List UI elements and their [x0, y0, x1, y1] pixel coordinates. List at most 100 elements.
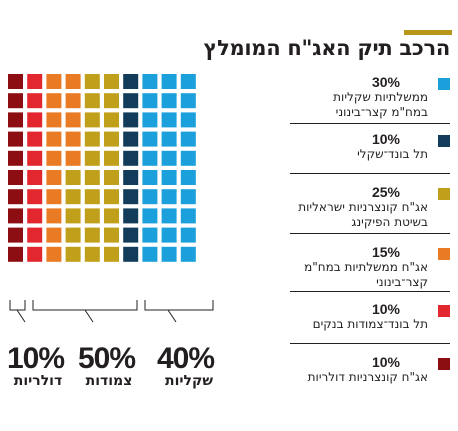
waffle-cell — [84, 170, 100, 185]
waffle-cell — [27, 189, 43, 205]
waffle-cell — [123, 131, 139, 147]
waffle-cell — [180, 208, 196, 224]
waffle-cell — [123, 112, 139, 128]
legend-divider — [290, 123, 450, 124]
waffle-cell — [161, 93, 177, 109]
title-accent-bar — [404, 30, 452, 35]
chart-title: הרכב תיק האג"ח המומלץ — [203, 36, 451, 60]
legend-swatch — [438, 78, 450, 90]
waffle-cell — [180, 227, 196, 243]
legend-desc-line1: ממשלתיות שקליות — [333, 90, 428, 104]
waffle-cell — [104, 74, 119, 89]
waffle-cell — [180, 170, 196, 185]
waffle-cell — [65, 208, 81, 224]
waffle-cell — [161, 150, 177, 166]
waffle-cell — [84, 131, 100, 147]
waffle-cell — [27, 112, 43, 128]
waffle-cell — [104, 131, 119, 147]
waffle-cell — [161, 74, 177, 89]
waffle-cell — [142, 93, 158, 109]
legend-swatch — [438, 188, 450, 200]
legend-desc-line1: תל בונד־שקלי — [357, 147, 428, 161]
waffle-cell — [27, 74, 43, 89]
waffle-cell — [161, 227, 177, 243]
legend-swatch — [438, 248, 450, 260]
group-pct-shekel: 40% — [157, 342, 215, 375]
group-label-shekel: שקליות — [165, 373, 213, 389]
legend-pct: 30% — [371, 74, 400, 90]
waffle-cell — [180, 189, 196, 205]
waffle-cell — [123, 246, 139, 262]
waffle-cell — [8, 246, 23, 262]
legend-divider — [290, 291, 450, 292]
waffle-cell — [142, 208, 158, 224]
waffle-cell — [180, 131, 196, 147]
waffle-cell — [84, 208, 100, 224]
waffle-cell — [8, 208, 23, 224]
legend-swatch — [438, 358, 450, 370]
waffle-cell — [65, 150, 81, 166]
waffle-cell — [142, 227, 158, 243]
waffle-cell — [84, 74, 100, 89]
legend-desc-line2: בשיטת הפיקינג — [351, 215, 428, 229]
waffle-cell — [8, 131, 23, 147]
waffle-cell — [123, 208, 139, 224]
waffle-cell — [104, 189, 119, 205]
waffle-cell — [65, 170, 81, 185]
waffle-cell — [65, 246, 81, 262]
waffle-cell — [142, 112, 158, 128]
waffle-cell — [180, 112, 196, 128]
legend-divider — [290, 233, 450, 234]
waffle-cell — [123, 227, 139, 243]
waffle-cell — [8, 170, 23, 185]
waffle-cell — [46, 131, 62, 147]
waffle-cell — [161, 131, 177, 147]
waffle-cell — [123, 150, 139, 166]
waffle-cell — [180, 93, 196, 109]
waffle-cell — [27, 93, 43, 109]
legend-divider — [290, 343, 450, 344]
waffle-cell — [46, 189, 62, 205]
group-pct-linked: 50% — [78, 342, 136, 375]
waffle-cell — [104, 93, 119, 109]
waffle-cell — [46, 150, 62, 166]
group-bracket — [32, 300, 138, 323]
waffle-cell — [123, 170, 139, 185]
waffle-cell — [65, 227, 81, 243]
waffle-cell — [123, 74, 139, 89]
waffle-cell — [65, 74, 81, 89]
waffle-cell — [180, 246, 196, 262]
legend-desc-line1: אג"ח ממשלתיות במח"מ — [304, 260, 428, 274]
waffle-cell — [84, 112, 100, 128]
waffle-cell — [142, 170, 158, 185]
waffle-cell — [142, 189, 158, 205]
waffle-cell — [46, 208, 62, 224]
legend-desc-line1: אג"ח קונצרניות דולריות — [307, 370, 428, 384]
group-bracket — [144, 300, 214, 323]
waffle-cell — [27, 227, 43, 243]
waffle-cell — [104, 170, 119, 185]
waffle-cell — [8, 150, 23, 166]
waffle-cell — [161, 112, 177, 128]
waffle-cell — [161, 189, 177, 205]
waffle-cell — [104, 246, 119, 262]
waffle-cell — [161, 170, 177, 185]
waffle-cell — [84, 227, 100, 243]
group-label-dollar: דולריות — [13, 373, 63, 389]
waffle-cell — [84, 93, 100, 109]
waffle-cell — [142, 131, 158, 147]
waffle-cell — [65, 112, 81, 128]
waffle-cell — [8, 93, 23, 109]
legend-pct: 15% — [371, 244, 400, 260]
legend-desc-line2: קצר־בינוני — [376, 275, 428, 289]
waffle-cell — [161, 246, 177, 262]
waffle-cell — [84, 150, 100, 166]
waffle-cell — [104, 208, 119, 224]
waffle-cell — [104, 227, 119, 243]
waffle-cell — [84, 246, 100, 262]
legend-swatch — [438, 135, 450, 147]
waffle-cell — [8, 189, 23, 205]
waffle-cell — [180, 74, 196, 89]
legend-pct: 25% — [371, 184, 400, 200]
waffle-cell — [123, 189, 139, 205]
